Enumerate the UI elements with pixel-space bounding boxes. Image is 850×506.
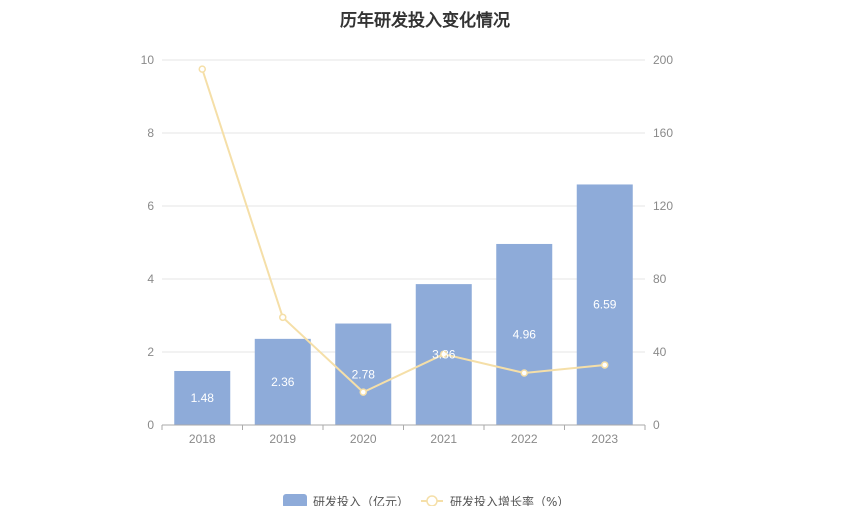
- left-axis-ticks: 0 2 4 6 8 10: [141, 53, 155, 432]
- x-tick-label: 2019: [269, 432, 296, 446]
- gridlines: [162, 59, 645, 353]
- y-left-tick-label: 4: [147, 272, 154, 286]
- bar-data-label: 3.86: [432, 348, 456, 362]
- chart-title: 历年研发投入变化情况: [340, 11, 510, 31]
- x-tick-label: 2023: [591, 432, 618, 446]
- legend-line-label: 研发投入增长率（%）: [450, 494, 569, 506]
- legend[interactable]: 研发投入（亿元） 研发投入增长率（%）: [283, 494, 569, 506]
- growth-rate-point: [440, 350, 448, 358]
- y-right-tick-label: 120: [653, 199, 673, 213]
- legend-line-marker: [426, 495, 438, 506]
- bar: [254, 338, 311, 425]
- bar-data-label: 1.48: [191, 391, 215, 405]
- bar-data-labels: 1.48 2.36 2.78 3.86 4.96 6.59: [191, 298, 617, 405]
- bar-data-label: 4.96: [513, 327, 537, 341]
- y-right-tick-label: 40: [653, 345, 667, 359]
- growth-rate-point: [520, 369, 528, 377]
- legend-bar-swatch: [283, 494, 307, 506]
- y-left-tick-label: 2: [147, 345, 154, 359]
- y-right-tick-label: 200: [653, 53, 673, 67]
- x-tick-label: 2020: [350, 432, 377, 446]
- y-left-tick-label: 0: [147, 418, 154, 432]
- y-right-tick-label: 160: [653, 126, 673, 140]
- bar: [174, 370, 231, 425]
- bar: [496, 243, 553, 425]
- line-series: [198, 65, 609, 396]
- x-tick-label: 2022: [511, 432, 538, 446]
- y-right-tick-label: 80: [653, 272, 667, 286]
- bar: [576, 184, 633, 425]
- legend-bar-label: 研发投入（亿元）: [313, 494, 409, 506]
- growth-rate-point: [601, 361, 609, 369]
- x-tick-label: 2021: [430, 432, 457, 446]
- growth-rate-line: [201, 68, 605, 394]
- y-right-tick-label: 0: [653, 418, 660, 432]
- y-left-tick-label: 10: [141, 53, 155, 67]
- bar-data-label: 6.59: [593, 298, 617, 312]
- x-axis: 2018 2019 2020 2021 2022 2023: [161, 424, 646, 446]
- bar-series: [174, 184, 633, 425]
- bar-data-label: 2.78: [352, 367, 376, 381]
- y-left-tick-label: 6: [147, 199, 154, 213]
- growth-rate-point: [198, 65, 206, 73]
- bar-data-label: 2.36: [271, 375, 295, 389]
- y-left-tick-label: 8: [147, 126, 154, 140]
- x-tick-label: 2018: [189, 432, 216, 446]
- growth-rate-point: [359, 388, 367, 396]
- right-axis-ticks: 0 40 80 120 160 200: [653, 53, 673, 432]
- growth-rate-point: [279, 313, 287, 322]
